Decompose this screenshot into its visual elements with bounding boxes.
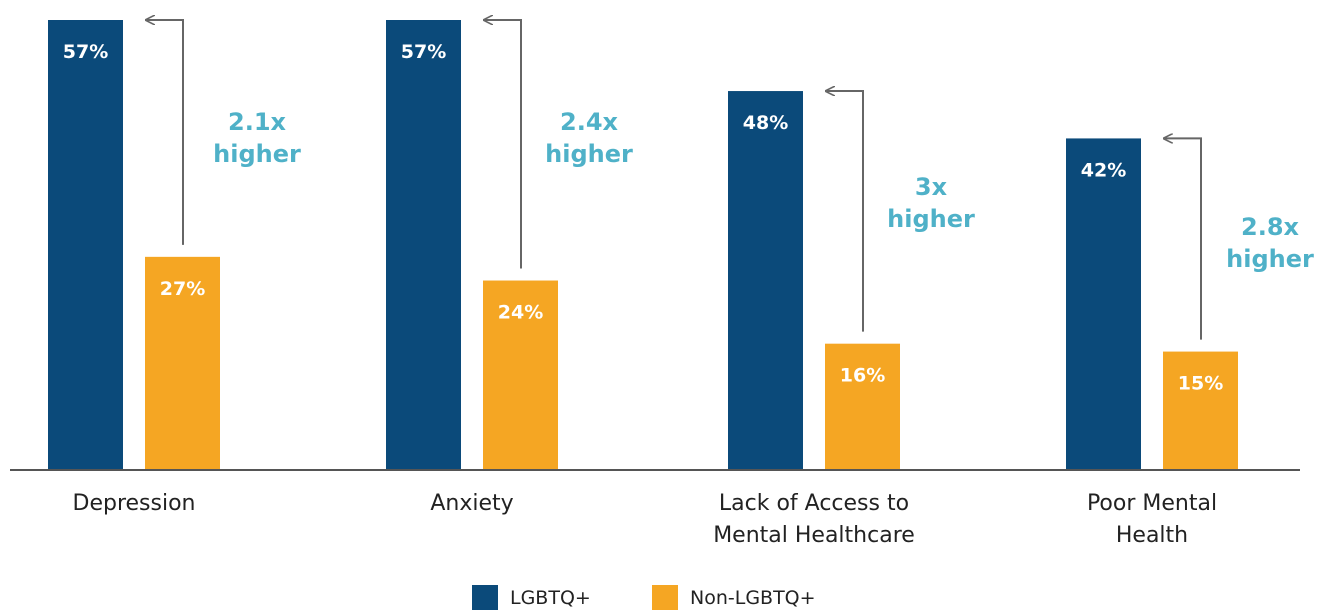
- category-label: Lack of Access to Mental Healthcare: [713, 491, 915, 548]
- ratio-annotation: 2.4x higher: [545, 108, 633, 168]
- legend-label: LGBTQ+: [510, 587, 591, 609]
- ratio-annotation: 3x higher: [887, 173, 975, 233]
- category-label: Poor Mental Health: [1087, 491, 1217, 548]
- comparison-arrow: [147, 20, 184, 245]
- bar-value-label: 27%: [160, 278, 205, 300]
- comparison-arrow: [1165, 138, 1202, 340]
- legend-label: Non-LGBTQ+: [690, 587, 816, 609]
- bar-lgbtq: [728, 91, 803, 470]
- category-label: Depression: [73, 491, 196, 516]
- bar-lgbtq: [386, 20, 461, 470]
- bar-lgbtq: [48, 20, 123, 470]
- bar-value-label: 15%: [1178, 373, 1223, 395]
- bar-lgbtq: [1066, 138, 1141, 470]
- legend-swatch: [652, 585, 678, 610]
- bar-non-lgbtq: [825, 343, 900, 470]
- plot-area: 57% 27% 2.1x higher Depression 57% 24% 2.4x high…: [48, 20, 1314, 548]
- bar-value-label: 16%: [840, 365, 885, 387]
- legend: LGBTQ+ Non-LGBTQ+: [472, 585, 816, 610]
- bar-value-label: 48%: [743, 112, 788, 134]
- bar-non-lgbtq: [145, 256, 220, 470]
- category-label: Anxiety: [430, 491, 513, 516]
- legend-swatch: [472, 585, 498, 610]
- bar-non-lgbtq: [483, 280, 558, 470]
- bar-non-lgbtq: [1163, 351, 1238, 470]
- bar-value-label: 57%: [63, 41, 108, 63]
- bar-value-label: 57%: [401, 41, 446, 63]
- bar-value-label: 24%: [498, 302, 543, 324]
- ratio-annotation: 2.1x higher: [213, 108, 301, 168]
- comparison-arrow: [485, 20, 522, 269]
- ratio-annotation: 2.8x higher: [1226, 213, 1314, 273]
- bar-value-label: 42%: [1081, 159, 1126, 181]
- comparison-arrow: [827, 91, 864, 332]
